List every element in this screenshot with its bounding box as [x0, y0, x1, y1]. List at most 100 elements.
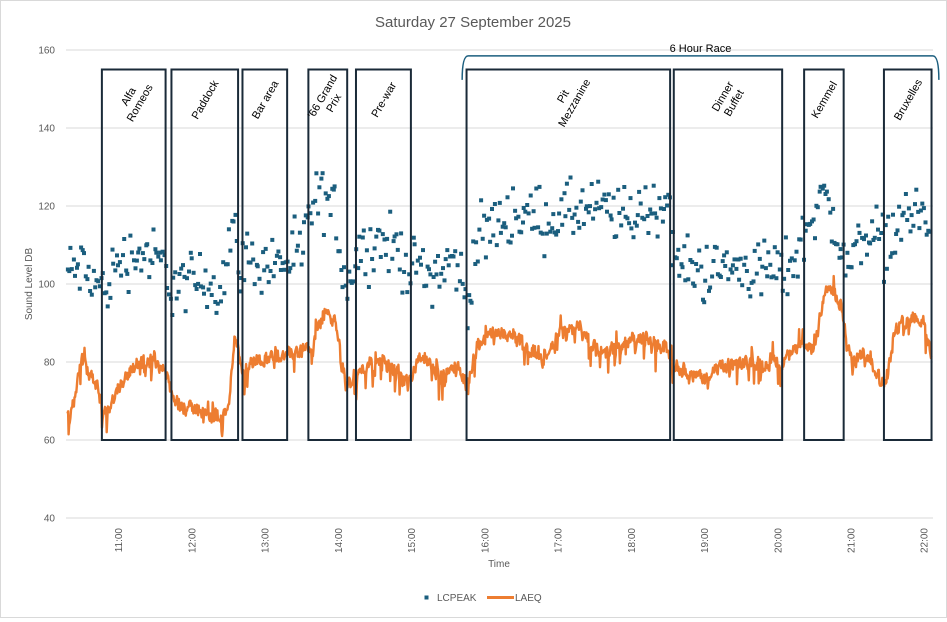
lcpeak-point: [759, 292, 764, 297]
lcpeak-point: [428, 272, 433, 277]
race-bracket-label: 6 Hour Race: [670, 43, 732, 55]
lcpeak-point: [803, 228, 808, 233]
lcpeak-point: [208, 281, 213, 286]
lcpeak-point: [853, 242, 857, 247]
lcpeak-point: [430, 304, 435, 309]
lcpeak-point: [194, 287, 199, 291]
location-box-outline: [170, 68, 240, 441]
lcpeak-point: [677, 273, 682, 278]
lcpeak-point: [321, 233, 326, 237]
lcpeak-point: [343, 283, 348, 288]
lcpeak-point: [884, 266, 889, 271]
lcpeak-point: [427, 267, 431, 272]
lcpeak-point: [360, 235, 365, 240]
lcpeak-point: [580, 188, 585, 193]
y-tick-label: 80: [44, 358, 56, 369]
x-tick-label: 20:00: [773, 528, 784, 553]
lcpeak-point: [158, 250, 163, 255]
lcpeak-point: [718, 275, 723, 279]
x-tick-label: 13:00: [261, 528, 272, 553]
lcpeak-point: [205, 305, 210, 309]
location-box-label-line: Pre-war: [369, 80, 399, 120]
lcpeak-point: [491, 233, 496, 238]
lcpeak-point: [145, 242, 150, 247]
lcpeak-point: [654, 215, 659, 220]
lcpeak-point: [356, 266, 361, 271]
lcpeak-point: [271, 274, 276, 279]
lcpeak-point: [728, 267, 733, 272]
lcpeak-point: [752, 248, 757, 253]
lcpeak-point: [400, 290, 405, 295]
lcpeak-point: [77, 286, 82, 291]
lcpeak-point: [88, 289, 93, 293]
lcpeak-point: [914, 187, 919, 192]
lcpeak-point: [156, 254, 161, 259]
lcpeak-point: [248, 260, 253, 265]
lcpeak-point: [826, 197, 831, 202]
lcpeak-point: [262, 268, 267, 273]
lcpeak-point: [815, 205, 820, 210]
lcpeak-point: [259, 290, 264, 295]
lcpeak-point: [454, 287, 459, 292]
lcpeak-point: [263, 246, 268, 251]
y-tick-label: 60: [44, 436, 56, 447]
lcpeak-point: [488, 239, 493, 244]
lcpeak-point: [506, 239, 511, 244]
lcpeak-point: [704, 244, 709, 249]
lcpeak-point: [116, 263, 120, 268]
lcpeak-point: [730, 270, 735, 275]
lcpeak-point: [380, 232, 385, 237]
lcpeak-point: [899, 237, 904, 242]
lcpeak-point: [574, 205, 579, 210]
lcpeak-point: [726, 277, 731, 282]
lcpeak-point: [265, 264, 270, 269]
lcpeak-point: [720, 259, 725, 264]
legend-lcpeak-label: LCPEAK: [437, 593, 477, 604]
lcpeak-point: [596, 179, 601, 184]
lcpeak-point: [69, 267, 74, 272]
lcpeak-point: [544, 202, 548, 207]
lcpeak-point: [309, 221, 314, 226]
lcpeak-point: [544, 231, 549, 236]
lcpeak-point: [568, 175, 573, 180]
lcpeak-point: [514, 216, 519, 221]
lcpeak-point: [563, 214, 568, 219]
lcpeak-point: [320, 171, 325, 176]
lcpeak-point: [679, 262, 684, 267]
lcpeak-point: [521, 206, 526, 210]
lcpeak-point: [768, 262, 773, 267]
lcpeak-point: [111, 261, 116, 266]
x-tick-label: 21:00: [846, 528, 857, 553]
lcpeak-point: [594, 200, 599, 205]
lcpeak-point: [762, 238, 767, 243]
lcpeak-point: [477, 227, 482, 232]
lcpeak-point: [508, 240, 513, 245]
lcpeak-point: [407, 272, 412, 277]
lcpeak-point: [173, 270, 178, 275]
lcpeak-point: [153, 247, 158, 252]
lcpeak-point: [534, 186, 539, 191]
lcpeak-point: [133, 266, 138, 271]
lcpeak-point: [757, 256, 762, 261]
lcpeak-point: [415, 258, 420, 263]
lcpeak-point: [822, 183, 827, 188]
lcpeak-point: [176, 289, 181, 294]
lcpeak-point: [395, 247, 400, 252]
lcpeak-point: [876, 227, 880, 232]
lcpeak-point: [119, 273, 124, 278]
lcpeak-point: [674, 256, 679, 261]
lcpeak-point: [385, 236, 390, 241]
lcpeak-point: [548, 229, 553, 234]
lcpeak-point: [446, 263, 451, 268]
lcpeak-point: [901, 210, 906, 215]
lcpeak-point: [785, 292, 790, 297]
lcpeak-point: [218, 285, 223, 289]
lcpeak-point: [75, 262, 80, 267]
lcpeak-point: [471, 239, 476, 244]
lcpeak-point: [614, 234, 619, 239]
location-box-label: Kemmel: [809, 80, 840, 121]
lcpeak-point: [113, 268, 118, 273]
lcpeak-point: [366, 285, 371, 289]
lcpeak-point: [756, 242, 761, 247]
lcpeak-point: [151, 227, 156, 232]
